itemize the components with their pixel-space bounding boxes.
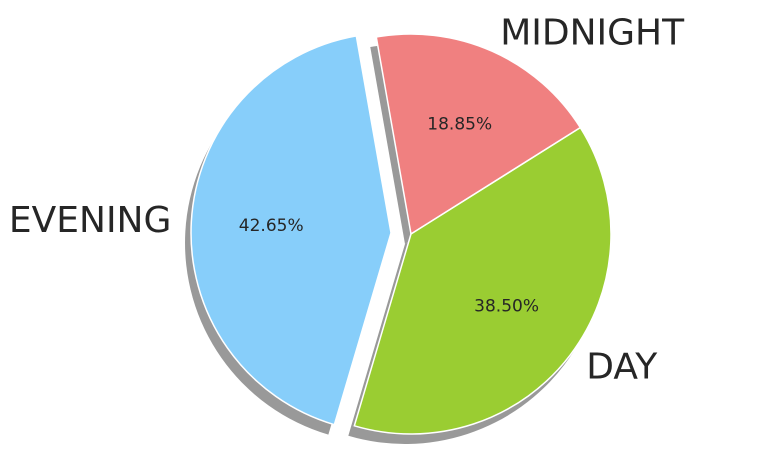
slice-evening (190, 35, 392, 426)
labels: MIDNIGHT 18.85% DAY 38.50% EVENING 42.65% (9, 12, 685, 387)
category-label-midnight: MIDNIGHT (500, 12, 685, 53)
category-label-day: DAY (586, 346, 658, 387)
percent-label-day: 38.50% (474, 297, 539, 317)
category-label-evening: EVENING (9, 200, 172, 241)
slice-day (353, 126, 612, 435)
slice-midnight (375, 33, 582, 236)
percent-label-midnight: 18.85% (427, 114, 492, 134)
percent-label-evening: 42.65% (239, 216, 304, 236)
slices (190, 33, 612, 435)
